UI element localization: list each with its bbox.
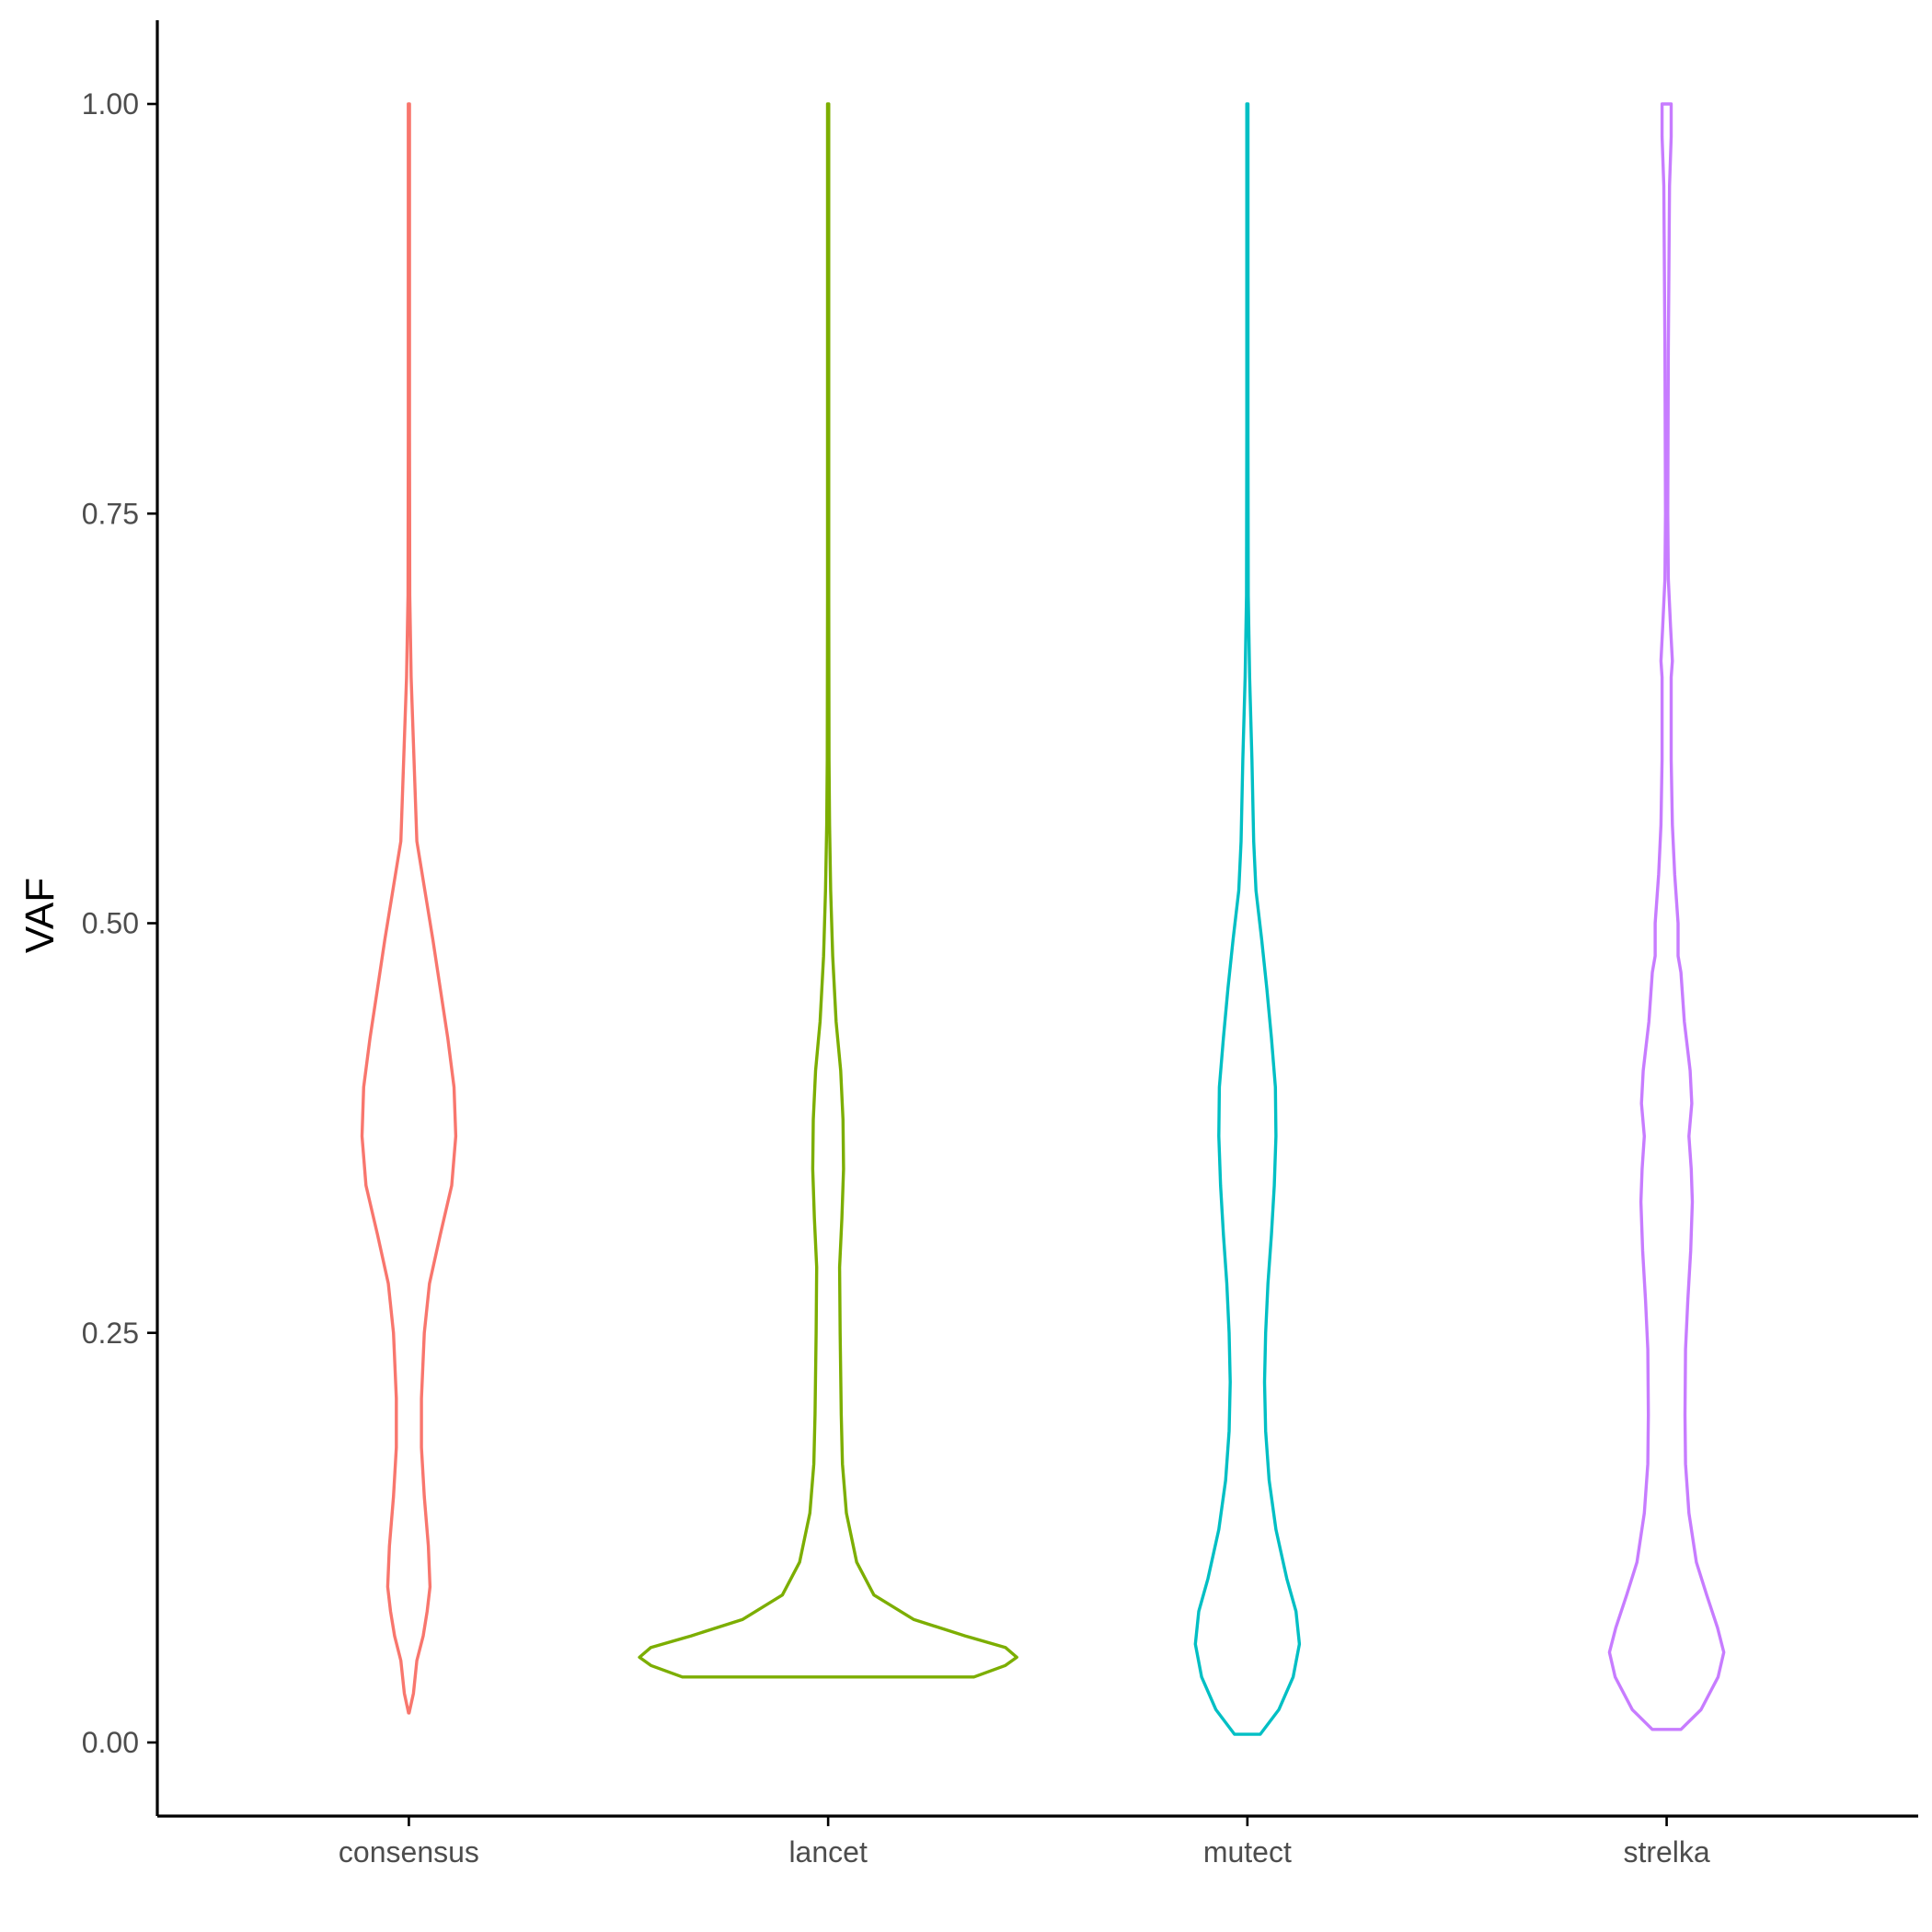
violin-consensus bbox=[360, 102, 458, 1715]
violin-lancet bbox=[638, 102, 1018, 1679]
y-tick-label: 1.00 bbox=[82, 87, 139, 121]
x-tick-label-mutect: mutect bbox=[1203, 1835, 1292, 1869]
axes: 0.00 0.25 0.50 0.75 1.00 consensus lancet mutec… bbox=[82, 20, 1918, 1869]
y-axis-title: VAF bbox=[17, 878, 63, 953]
x-tick-label-lancet: lancet bbox=[788, 1835, 868, 1869]
x-tick-label-consensus: consensus bbox=[339, 1835, 479, 1869]
x-tick-label-strelka: strelka bbox=[1623, 1835, 1709, 1869]
plot-area bbox=[360, 102, 1726, 1736]
y-tick-label: 0.50 bbox=[82, 907, 139, 940]
y-tick-label: 0.00 bbox=[82, 1726, 139, 1759]
y-tick-label: 0.25 bbox=[82, 1317, 139, 1350]
violin-strelka bbox=[1607, 102, 1726, 1731]
y-tick-label: 0.75 bbox=[82, 497, 139, 530]
violin-mutect bbox=[1193, 102, 1302, 1736]
